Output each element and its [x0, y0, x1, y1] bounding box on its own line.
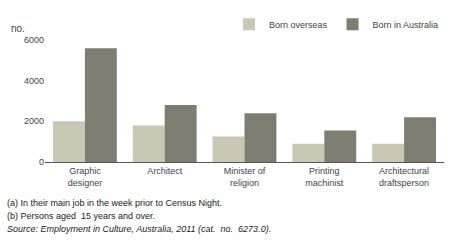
svg-text:(b) Persons aged 15 years and: (b) Persons aged 15 years and over.: [7, 211, 155, 221]
svg-text:Born overseas: Born overseas: [269, 20, 328, 30]
svg-text:Architecturaldraftsperson: Architecturaldraftsperson: [379, 166, 429, 188]
svg-text:(a) In their main job in the w: (a) In their main job in the week prior …: [7, 198, 222, 208]
svg-text:Born in Australia: Born in Australia: [373, 20, 439, 30]
svg-text:Minister ofreligion: Minister ofreligion: [224, 166, 266, 188]
svg-text:Architect: Architect: [147, 166, 183, 176]
svg-text:0: 0: [39, 157, 44, 167]
svg-text:Printingmachinist: Printingmachinist: [305, 166, 344, 188]
svg-text:2000: 2000: [24, 116, 44, 126]
svg-text:Graphicdesigner: Graphicdesigner: [68, 166, 103, 188]
svg-text:6000: 6000: [24, 35, 44, 45]
svg-text:no.: no.: [11, 23, 25, 34]
svg-text:Source: Employment in Culture,: Source: Employment in Culture, Australia…: [7, 224, 271, 234]
svg-text:4000: 4000: [24, 76, 44, 86]
